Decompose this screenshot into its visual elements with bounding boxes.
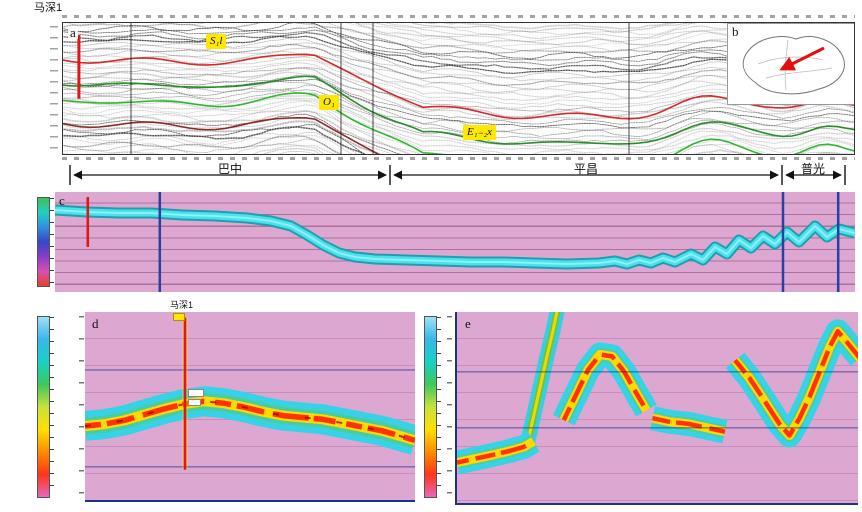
panel-d-anomaly-section: d (85, 312, 415, 502)
location-arrow (779, 46, 825, 71)
basin-outline-map (742, 36, 845, 95)
region-scale-bar: 巴中 平昌 普光 (55, 162, 855, 188)
panel-b-letter: b (732, 24, 739, 39)
panel-e-anomaly-section: e (455, 312, 858, 505)
marker-annotation-box (188, 399, 201, 406)
panel-c-letter: c (59, 193, 65, 208)
horizon-label-e12x: E₁₋₂x (463, 125, 497, 140)
depth-axis-ticks-e (447, 316, 452, 498)
well-label-top: 马深1 (34, 2, 63, 14)
horizon-label-s1l: S₁l (206, 34, 227, 49)
panel-c-amplitude-strip: c (55, 192, 855, 292)
region-label-puguang: 普光 (800, 162, 826, 176)
panel-b-inset-map: b (727, 23, 854, 105)
panel-e-letter: e (465, 316, 471, 331)
panel-a-seismic-section: a S₁l O₁ E₁₋₂x b (62, 22, 855, 155)
amplitude-band-c (55, 192, 855, 292)
panel-a-letter: a (68, 25, 78, 40)
well-top-tag (173, 313, 185, 321)
colorbar-c (37, 197, 54, 287)
horizon-label-o1: O₁ (319, 95, 339, 110)
time-tick-strip-left (50, 26, 58, 153)
cdp-number-strip-bottom (62, 157, 855, 160)
trace-number-strip-top (62, 15, 855, 18)
seismic-image (63, 23, 854, 154)
amplitude-band-d (85, 317, 415, 470)
region-label-pingchang: 平昌 (573, 162, 599, 176)
depth-axis-ticks-d (79, 316, 84, 498)
panel-d-letter: d (92, 316, 99, 331)
gridlines-c (55, 192, 855, 292)
scale-arrows (69, 165, 846, 185)
well-label-panel-d: 马深1 (170, 300, 194, 310)
amplitude-bands-e (457, 312, 858, 475)
region-label-bazhong: 巴中 (217, 162, 243, 176)
colorbar-e (424, 316, 441, 498)
marker-annotation-box (188, 389, 204, 397)
colorbar-d (37, 316, 54, 498)
